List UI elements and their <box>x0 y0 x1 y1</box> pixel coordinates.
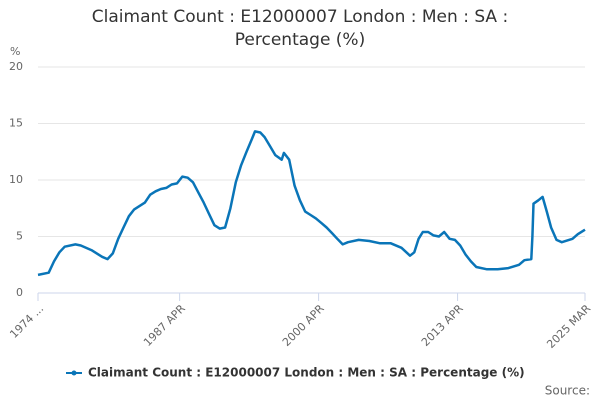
y-tick-label: 20 <box>9 60 23 73</box>
y-tick-label: 5 <box>16 230 23 243</box>
data-line <box>37 130 586 277</box>
x-tick-label: 2025 MAR <box>544 302 593 351</box>
legend-key-marker <box>71 370 77 376</box>
x-tick-label: 1987 APR <box>141 302 188 349</box>
legend-label: Claimant Count : E12000007 London : Men … <box>88 366 525 380</box>
y-tick-label: 0 <box>16 286 23 299</box>
y-tick-label: 10 <box>9 173 23 186</box>
y-axis-label: % <box>10 45 20 58</box>
chart-title: Claimant Count : E12000007 London : Men … <box>91 7 509 50</box>
x-tick-label: 2000 APR <box>280 302 327 349</box>
x-tick-label: 2013 APR <box>419 302 466 349</box>
x-tick-label: 1974 ... <box>7 302 46 341</box>
source-label: Source: <box>545 384 590 398</box>
y-tick-label: 15 <box>9 117 23 130</box>
